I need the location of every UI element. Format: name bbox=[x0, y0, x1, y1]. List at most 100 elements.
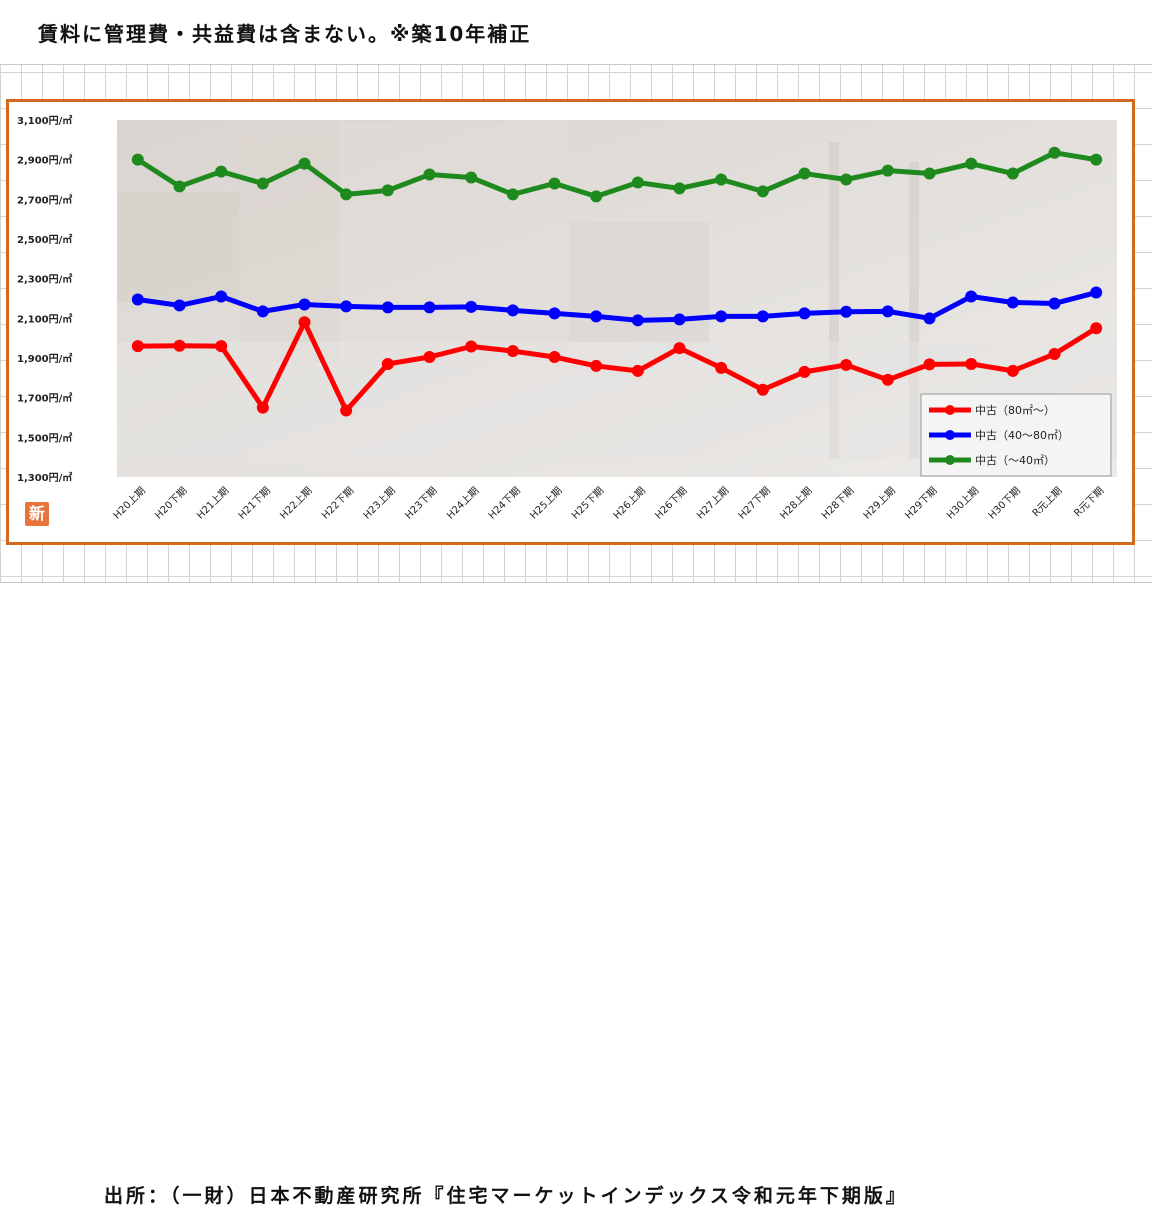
x-tick-label: H29下期 bbox=[903, 485, 940, 522]
x-tick-label: R元上期 bbox=[1030, 485, 1065, 520]
data-point bbox=[423, 168, 436, 181]
x-tick-label: H28下期 bbox=[819, 485, 856, 522]
y-tick-label: 2,900円/㎡ bbox=[17, 154, 72, 167]
data-point bbox=[340, 188, 353, 201]
data-point bbox=[673, 313, 686, 326]
x-tick-label: H25下期 bbox=[569, 485, 606, 522]
data-point bbox=[631, 176, 644, 189]
data-point bbox=[548, 351, 561, 364]
x-tick-label: H24下期 bbox=[486, 485, 523, 522]
y-tick-label: 2,100円/㎡ bbox=[17, 312, 72, 325]
data-point bbox=[965, 357, 978, 370]
data-point bbox=[506, 345, 519, 358]
x-tick-label: H21下期 bbox=[236, 485, 273, 522]
data-point bbox=[840, 305, 853, 318]
header-band: 賃料に管理費・共益費は含まない。※築10年補正 bbox=[0, 0, 1152, 65]
data-point bbox=[1090, 153, 1103, 166]
x-tick-label: H25上期 bbox=[528, 485, 565, 522]
data-point bbox=[965, 157, 978, 170]
data-point bbox=[340, 404, 353, 417]
series-line bbox=[136, 150, 1097, 199]
data-point bbox=[256, 305, 269, 318]
data-point bbox=[298, 157, 311, 170]
data-point bbox=[840, 358, 853, 371]
x-tick-label: H27上期 bbox=[694, 485, 731, 522]
data-point bbox=[298, 316, 311, 329]
x-tick-label: H30下期 bbox=[986, 485, 1023, 522]
y-tick-label: 1,700円/㎡ bbox=[17, 392, 72, 405]
data-point bbox=[715, 310, 728, 323]
x-tick-label: H22下期 bbox=[319, 485, 356, 522]
data-point bbox=[548, 177, 561, 190]
y-tick-label: 3,100円/㎡ bbox=[17, 114, 72, 127]
data-point bbox=[1006, 167, 1019, 180]
rent-note: 賃料に管理費・共益費は含まない。※築10年補正 bbox=[38, 22, 532, 46]
data-point bbox=[1006, 364, 1019, 377]
data-point bbox=[506, 188, 519, 201]
data-point bbox=[381, 184, 394, 197]
y-tick-label: 1,500円/㎡ bbox=[17, 431, 72, 444]
data-point bbox=[131, 153, 144, 166]
data-point bbox=[256, 177, 269, 190]
data-point bbox=[1090, 286, 1103, 299]
data-point bbox=[881, 373, 894, 386]
data-point bbox=[548, 307, 561, 320]
data-point bbox=[923, 358, 936, 371]
data-point bbox=[465, 300, 478, 313]
x-tick-label: H22上期 bbox=[278, 485, 315, 522]
data-point bbox=[1048, 297, 1061, 310]
data-point bbox=[965, 290, 978, 303]
data-point bbox=[715, 361, 728, 374]
data-point bbox=[215, 165, 228, 178]
data-point bbox=[298, 298, 311, 311]
y-tick-label: 2,500円/㎡ bbox=[17, 233, 72, 246]
data-point bbox=[173, 299, 186, 312]
data-point bbox=[131, 340, 144, 353]
data-point bbox=[881, 305, 894, 318]
y-tick-label: 1,300円/㎡ bbox=[17, 471, 72, 484]
data-point bbox=[715, 173, 728, 186]
data-point bbox=[1048, 348, 1061, 361]
data-point bbox=[673, 182, 686, 195]
x-tick-label: H28上期 bbox=[778, 485, 815, 522]
data-point bbox=[756, 185, 769, 198]
series-line bbox=[137, 319, 1098, 414]
data-point bbox=[590, 190, 603, 203]
x-tick-label: H27下期 bbox=[736, 485, 773, 522]
data-point bbox=[673, 342, 686, 355]
data-point bbox=[798, 167, 811, 180]
x-tick-label: H20上期 bbox=[111, 485, 148, 522]
data-point bbox=[798, 307, 811, 320]
x-tick-label: H26上期 bbox=[611, 485, 648, 522]
data-point bbox=[590, 359, 603, 372]
data-point bbox=[923, 167, 936, 180]
footer-band: 出所：（一財）日本不動産研究所『住宅マーケットインデックス令和元年下期版』 bbox=[0, 582, 1152, 1207]
x-tick-label: R元下期 bbox=[1072, 485, 1107, 520]
x-tick-label: H26下期 bbox=[653, 485, 690, 522]
line-chart: 3,100円/㎡ 2,900円/㎡ 2,700円/㎡ 2,500円/㎡ 2,300円/㎡… bbox=[17, 114, 1117, 522]
data-point bbox=[798, 365, 811, 378]
legend-label: 中古（40～80㎡） bbox=[975, 429, 1069, 442]
data-point bbox=[1048, 146, 1061, 159]
data-point bbox=[465, 340, 478, 353]
legend-marker bbox=[945, 455, 955, 465]
x-tick-label: H24上期 bbox=[444, 485, 481, 522]
y-tick-label: 1,900円/㎡ bbox=[17, 352, 72, 365]
chart-frame: 3,100円/㎡ 2,900円/㎡ 2,700円/㎡ 2,500円/㎡ 2,300円/㎡… bbox=[6, 99, 1135, 545]
x-tick-label: H29上期 bbox=[861, 485, 898, 522]
data-point bbox=[131, 293, 144, 306]
source-citation: 出所：（一財）日本不動産研究所『住宅マーケットインデックス令和元年下期版』 bbox=[104, 1185, 908, 1207]
data-point bbox=[381, 357, 394, 370]
legend-marker bbox=[945, 430, 955, 440]
y-tick-label: 2,700円/㎡ bbox=[17, 193, 72, 206]
data-point bbox=[881, 164, 894, 177]
data-point bbox=[465, 171, 478, 184]
data-point bbox=[840, 173, 853, 186]
data-point bbox=[381, 301, 394, 314]
data-point bbox=[631, 364, 644, 377]
data-point bbox=[923, 312, 936, 325]
x-tick-label: H23下期 bbox=[403, 485, 440, 522]
legend-label: 中古（～40㎡） bbox=[975, 454, 1055, 467]
data-point bbox=[1006, 296, 1019, 309]
data-point bbox=[215, 340, 228, 353]
